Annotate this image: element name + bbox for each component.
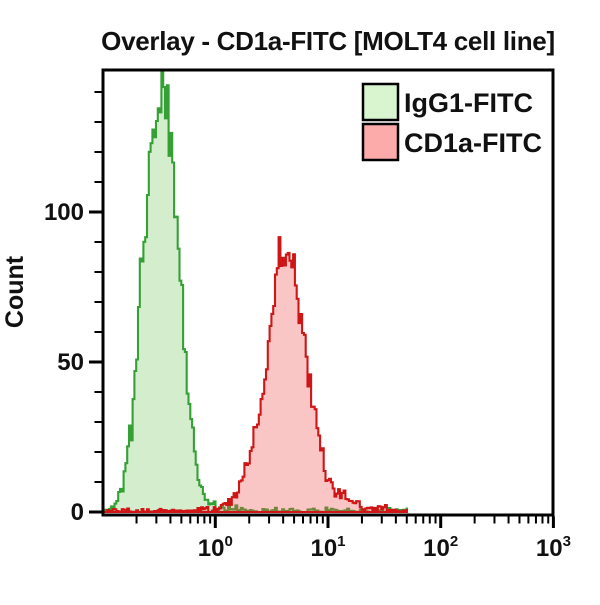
x-tick-label: 103 (536, 533, 571, 562)
y-tick-label: 100 (44, 199, 84, 226)
x-tick-label: 100 (198, 533, 233, 562)
legend-swatch-cd1a (361, 122, 400, 162)
plot-frame (101, 68, 555, 517)
x-tick-label: 102 (423, 533, 458, 562)
series-layer (104, 71, 408, 514)
legend-swatch-igg1 (361, 82, 400, 122)
legend-label-igg1: IgG1-FITC (404, 88, 533, 118)
y-axis-label: Count (1, 255, 29, 328)
axis-layer: 100 101 102 103 0 50 100 (44, 91, 571, 562)
x-tick-label: 101 (310, 533, 345, 562)
legend-label-cd1a: CD1a-FITC (404, 128, 542, 158)
y-tick-label: 50 (57, 349, 84, 376)
histogram-cd1a-fitc (104, 236, 408, 514)
legend: IgG1-FITC CD1a-FITC (361, 82, 542, 162)
chart-title: Overlay - CD1a-FITC [MOLT4 cell line] (101, 26, 555, 56)
y-tick-label: 0 (71, 499, 84, 526)
